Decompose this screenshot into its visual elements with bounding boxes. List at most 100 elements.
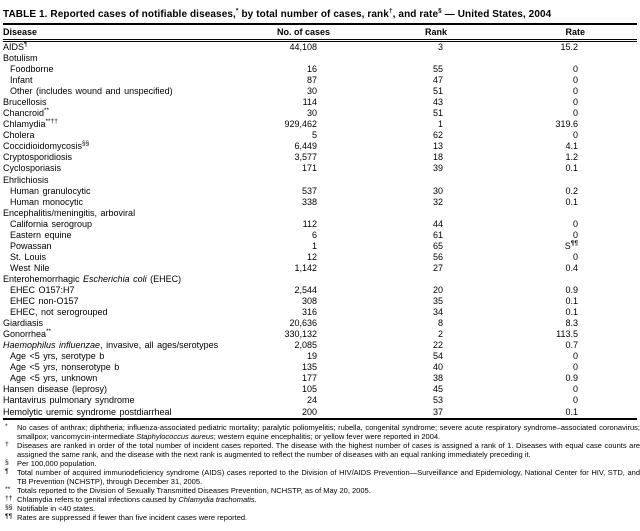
disease-footnote-marker: ¶ [24, 41, 28, 48]
disease-name: Enterohemorrhagic [3, 273, 84, 284]
cases-cell: 1 [311, 240, 317, 251]
rate-cell: 0 [447, 75, 585, 86]
disease-name: Human monocytic [10, 196, 84, 207]
rate-footnote-marker: ¶¶ [570, 239, 578, 247]
disease-name-italic: Escherichia coli [83, 273, 147, 284]
spacer-cell [585, 407, 637, 419]
rate-value: 319.6 [555, 119, 578, 130]
disease-name-italic: Haemophilus influenzae [3, 340, 101, 351]
disease-name: Powassan [10, 240, 52, 251]
disease-footnote-marker: ** [46, 328, 52, 336]
table-row: Hantavirus pulmonary syndrome 24 53 0 [3, 395, 637, 406]
disease-cell: Hansen disease (leprosy) [3, 384, 203, 395]
table-row: Encephalitis/meningitis, arboviral [3, 208, 637, 219]
table-row: EHEC, not serogrouped 316 34 0.1 [3, 307, 637, 318]
cases-cell: 177 [301, 373, 317, 384]
rate-value: 0.1 [565, 406, 578, 417]
rank-cell: 45 [432, 384, 443, 395]
footnote: * No cases of anthrax; diphtheria; influ… [3, 423, 640, 441]
rate-cell: 0 [447, 351, 585, 362]
footnote-marker: ** [5, 485, 11, 493]
rank-cell: 43 [432, 97, 443, 108]
rate-cell: 0.1 [447, 307, 585, 318]
table-row: Hansen disease (leprosy) 105 45 0 [3, 384, 637, 395]
rank-cell: 44 [432, 218, 443, 229]
footnote-text: Rates are suppressed if fewer than five … [17, 513, 247, 522]
cases-cell: 2,085 [294, 340, 317, 351]
title-text: , and rate [392, 9, 439, 20]
notifiable-diseases-table: Disease No. of cases Rank Rate AIDS¶ 44,… [3, 23, 637, 420]
spacer-cell [585, 186, 637, 197]
rank-cell: 34 [432, 307, 443, 318]
cases-cell: 24 [306, 395, 317, 406]
column-header-spacer [585, 23, 637, 42]
rate-cell: 0 [447, 230, 585, 241]
spacer-cell [585, 362, 637, 373]
disease-cell: St. Louis [3, 252, 203, 263]
disease-cell: California serogroup [3, 219, 203, 230]
disease-name: Hansen disease (leprosy) [3, 384, 108, 395]
disease-cell: Hemolytic uremic syndrome postdiarrheal [3, 407, 203, 419]
disease-name: EHEC, not serogrouped [10, 307, 108, 318]
cases-cell: 2,544 [294, 285, 317, 295]
rank-cell: 1 [437, 119, 443, 130]
cases-cell: 308 [301, 296, 317, 307]
disease-cell: Other (includes wound and unspecified) [3, 86, 203, 97]
rank-cell: 65 [432, 240, 443, 251]
rank-cell: 53 [432, 395, 443, 406]
rate-value: 0 [572, 362, 578, 373]
rate-cell [447, 208, 585, 219]
footnote-text-segment: Per 100,000 population. [17, 458, 97, 468]
footnote-text: Diseases are ranked in order of the tota… [17, 441, 640, 459]
cases-cell: 135 [301, 362, 317, 373]
table-row: Brucellosis 114 43 0 [3, 97, 637, 108]
disease-name: Brucellosis [3, 97, 47, 108]
cases-cell: 338 [301, 196, 317, 207]
table-row: Other (includes wound and unspecified) 3… [3, 86, 637, 97]
table-row: Cryptosporidiosis 3,577 18 1.2 [3, 152, 637, 163]
rate-value: 0.4 [565, 262, 578, 273]
disease-cell: Hantavirus pulmonary syndrome [3, 395, 203, 406]
spacer-cell [585, 340, 637, 351]
footnote: ¶¶ Rates are suppressed if fewer than fi… [3, 513, 640, 522]
disease-name: Chancroid [3, 108, 45, 119]
disease-cell: Cyclosporiasis [3, 163, 203, 174]
table-row: Gonorrhea** 330,132 2 113.5 [3, 328, 637, 340]
table-row: EHEC non-O157 308 35 0.1 [3, 296, 637, 307]
disease-name: Hemolytic uremic syndrome postdiarrheal [3, 406, 172, 417]
disease-name: Age <5 yrs, nonserotype b [10, 362, 120, 373]
rate-cell: 0.9 [447, 285, 585, 296]
disease-name: Human granulocytic [10, 185, 91, 196]
spacer-cell [585, 197, 637, 208]
spacer-cell [585, 175, 637, 186]
footnote-text-suffix: . [254, 494, 257, 504]
rank-cell: 56 [432, 251, 443, 262]
footnote-text: Totals reported to the Division of Sexua… [17, 486, 371, 495]
disease-cell: Age <5 yrs, unknown [3, 373, 203, 384]
rate-value: 0.1 [565, 296, 578, 307]
cases-cell [203, 175, 330, 186]
spacer-cell [585, 152, 637, 163]
rate-cell [447, 175, 585, 186]
rank-cell: 51 [432, 86, 443, 97]
disease-name: AIDS [3, 42, 25, 52]
rate-value: 1.2 [565, 152, 578, 163]
disease-cell: Brucellosis [3, 97, 203, 108]
rank-cell: 37 [432, 406, 443, 417]
spacer-cell [585, 395, 637, 406]
disease-name: Ehrlichiosis [3, 174, 49, 185]
footnote-text-segment: Total number of acquired immunodeficienc… [17, 467, 640, 486]
rate-value: 0 [572, 218, 578, 229]
disease-name: West Nile [10, 262, 50, 273]
rate-value: 0.1 [565, 163, 578, 174]
disease-name: Foodborne [10, 64, 54, 75]
rate-cell: 0.1 [447, 407, 585, 419]
table-body: AIDS¶ 44,108 3 15.2 Botulism Foodborne 1… [3, 41, 637, 419]
cases-cell: 87 [306, 75, 317, 86]
cases-cell: 112 [302, 218, 317, 229]
spacer-cell [585, 53, 637, 64]
rate-value: 15.2 [560, 42, 578, 52]
rate-value: 0.1 [565, 196, 578, 207]
cases-cell: 16 [306, 64, 317, 75]
rate-value: 4.1 [565, 141, 578, 152]
